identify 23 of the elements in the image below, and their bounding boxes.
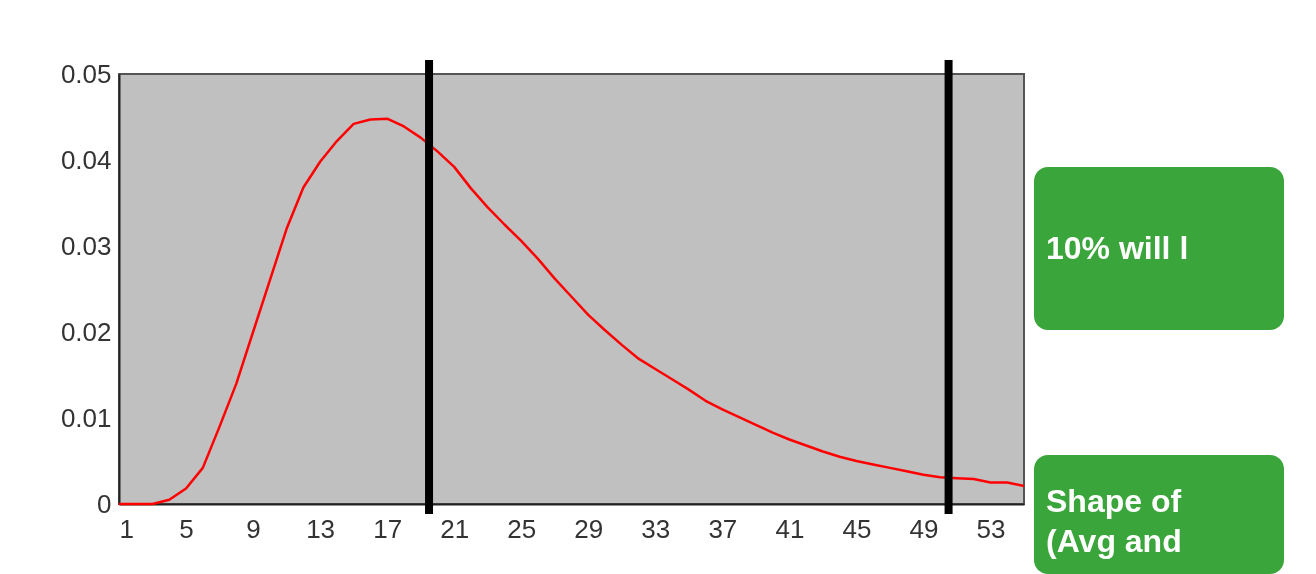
x-tick-label: 21 [440,513,470,544]
x-tick-label: 1 [119,513,134,544]
x-tick-label: 13 [306,513,336,544]
x-tick-label: 29 [574,513,604,544]
y-tick-label: 0.05 [60,58,112,89]
x-tick-label: 37 [708,513,738,544]
x-tick-label: 25 [507,513,537,544]
text: Shape of [1046,483,1182,519]
y-tick-label: 0.02 [60,316,112,347]
x-tick-label: 45 [842,513,872,544]
x-tick-label: 17 [373,513,403,544]
text: 10% will l [1046,230,1189,266]
x-tick-label: 33 [641,513,671,544]
x-tick-label: 5 [179,513,194,544]
x-tick-label: 9 [246,513,261,544]
text: (Avg and [1046,523,1182,559]
y-tick-label: 0.01 [60,402,112,433]
y-tick-label: 0.04 [60,144,112,175]
y-tick-label: 0.03 [60,230,112,261]
x-tick-label: 49 [909,513,939,544]
y-tick-label: 0 [97,488,112,519]
x-tick-label: 53 [976,513,1006,544]
x-tick-label: 41 [775,513,805,544]
